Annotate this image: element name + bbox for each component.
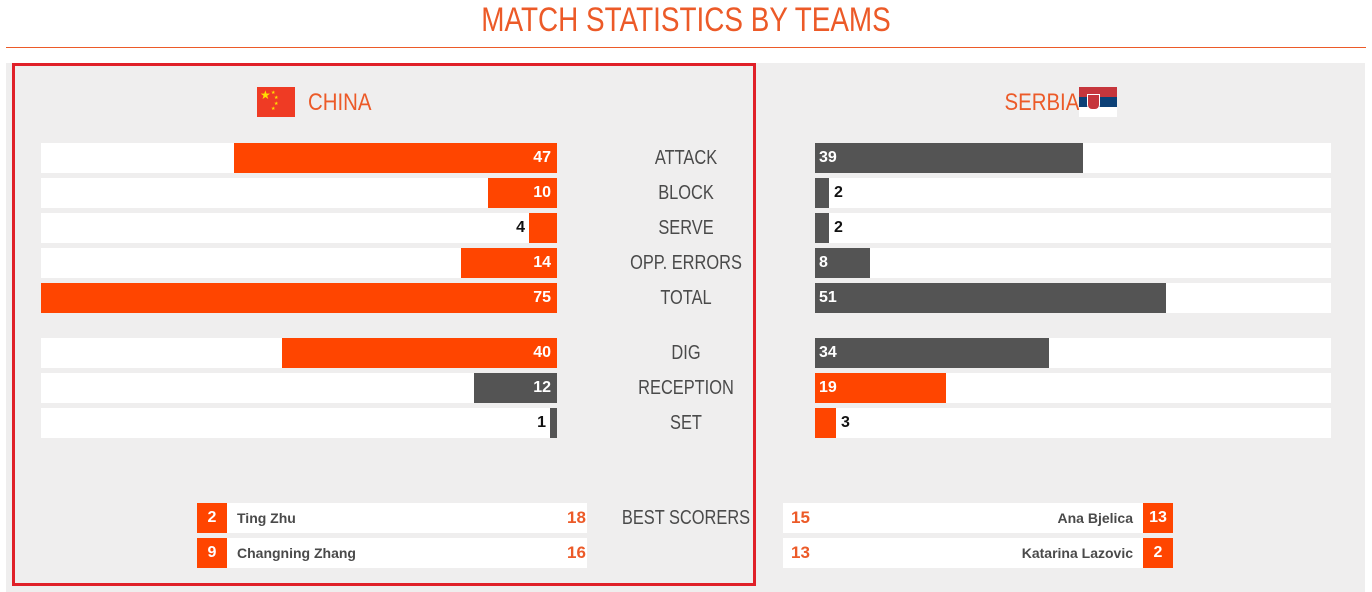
category-label-block: BLOCK: [658, 182, 714, 204]
scorer-row-left-2: 9 Changning Zhang 16: [197, 538, 587, 568]
scorer-points: 13: [791, 543, 810, 562]
bar-right-total: [815, 283, 1166, 313]
bar-right-attack: [815, 143, 1083, 173]
scorer-points: 15: [791, 508, 810, 527]
scorer-name: Changning Zhang: [237, 545, 356, 561]
category-label-total: TOTAL: [660, 287, 712, 309]
scorer-row-left-1: 2 Ting Zhu 18: [197, 503, 587, 533]
title-divider: [6, 47, 1366, 48]
scorer-name: Ting Zhu: [237, 510, 296, 526]
china-flag-icon: ★ ★ ★ ★ ★: [257, 87, 295, 117]
bar-right-block: [815, 178, 829, 208]
bar-left-total: [41, 283, 557, 313]
bar-left-block: [488, 178, 557, 208]
bar-right-reception: [815, 373, 946, 403]
category-label-serve: SERVE: [658, 217, 714, 239]
category-label-dig: DIG: [671, 342, 701, 364]
scorer-number: 13: [1143, 503, 1173, 533]
bar-value-right-set: 3: [841, 414, 850, 431]
bar-track-left-serve: [41, 213, 557, 243]
bar-right-dig: [815, 338, 1049, 368]
bar-value-right-opp-errors: 8: [819, 254, 828, 271]
category-label-opp-errors: OPP. ERRORS: [630, 252, 742, 274]
bar-value-right-serve: 2: [834, 219, 843, 236]
scorer-name: Katarina Lazovic: [1021, 545, 1133, 561]
bar-value-left-dig: 40: [533, 344, 551, 361]
bar-track-right-opp-errors: [815, 248, 1331, 278]
bar-track-right-block: [815, 178, 1331, 208]
category-label-attack: ATTACK: [654, 147, 718, 169]
bar-track-left-block: [41, 178, 557, 208]
bar-value-right-total: 51: [819, 289, 837, 306]
scorer-points: 16: [567, 543, 586, 562]
bar-left-reception: [474, 373, 557, 403]
bar-value-right-block: 2: [834, 184, 843, 201]
highlight-box: [12, 63, 756, 586]
bar-left-serve: [529, 213, 557, 243]
scorer-name: Ana Bjelica: [1057, 510, 1133, 526]
team-name-left: CHINA: [308, 89, 372, 116]
bar-left-set: [550, 408, 557, 438]
bar-track-right-serve: [815, 213, 1331, 243]
bar-right-serve: [815, 213, 829, 243]
bar-left-attack: [234, 143, 557, 173]
scorer-number: 9: [197, 538, 227, 568]
category-label-set: SET: [670, 412, 702, 434]
bar-left-dig: [282, 338, 557, 368]
team-name-right: SERBIA: [1004, 89, 1080, 116]
serbia-flag-icon: [1079, 87, 1117, 117]
scorer-number: 2: [197, 503, 227, 533]
scorer-row-right-2: 13 Katarina Lazovic 2: [783, 538, 1173, 568]
bar-value-right-reception: 19: [819, 379, 837, 396]
bar-value-left-opp-errors: 14: [533, 254, 551, 271]
best-scorers-label: BEST SCORERS: [621, 507, 751, 529]
bar-value-left-block: 10: [533, 184, 551, 201]
bar-left-opp-errors: [461, 248, 557, 278]
bar-value-left-serve: 4: [516, 219, 525, 236]
bar-value-right-attack: 39: [819, 149, 837, 166]
bar-track-left-set: [41, 408, 557, 438]
bar-value-left-attack: 47: [533, 149, 551, 166]
bar-track-right-set: [815, 408, 1331, 438]
bar-value-left-reception: 12: [533, 379, 551, 396]
category-label-reception: RECEPTION: [638, 377, 734, 399]
bar-right-set: [815, 408, 836, 438]
bar-value-left-total: 75: [533, 289, 551, 306]
bar-right-opp-errors: [815, 248, 870, 278]
bar-value-left-set: 1: [537, 414, 546, 431]
scorer-number: 2: [1143, 538, 1173, 568]
scorer-row-right-1: 15 Ana Bjelica 13: [783, 503, 1173, 533]
bar-track-left-reception: [41, 373, 557, 403]
scorer-points: 18: [567, 508, 586, 527]
page-title: MATCH STATISTICS BY TEAMS: [481, 1, 891, 39]
bar-value-right-dig: 34: [819, 344, 837, 361]
